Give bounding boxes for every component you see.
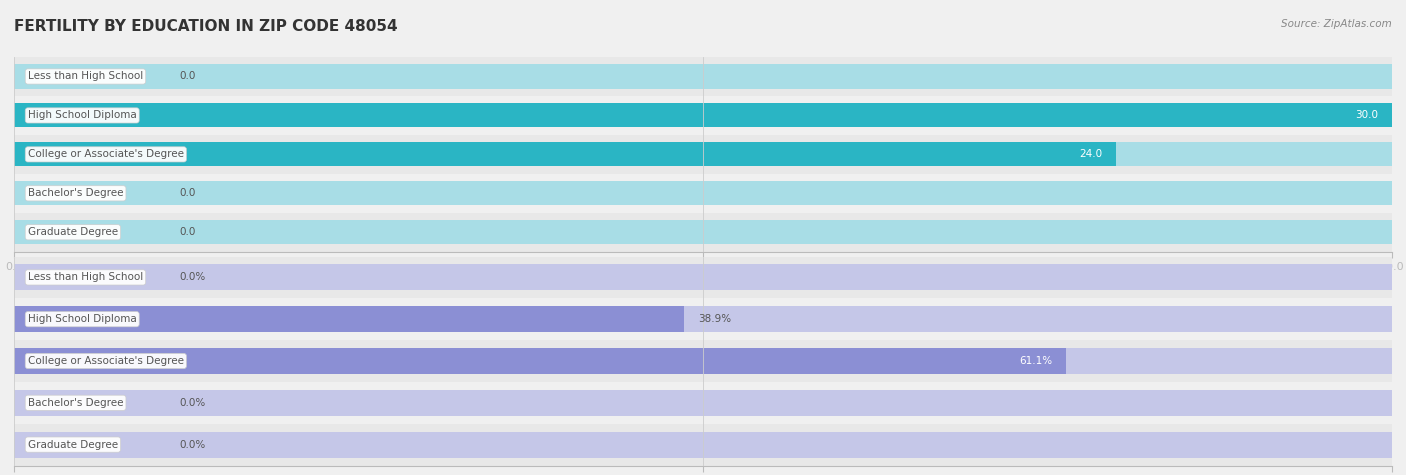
- Text: 38.9%: 38.9%: [697, 314, 731, 324]
- Bar: [14, 348, 1392, 374]
- Text: FERTILITY BY EDUCATION IN ZIP CODE 48054: FERTILITY BY EDUCATION IN ZIP CODE 48054: [14, 19, 398, 34]
- Bar: [14, 142, 1116, 166]
- Text: Graduate Degree: Graduate Degree: [28, 227, 118, 238]
- Text: 0.0%: 0.0%: [180, 272, 205, 283]
- Text: 0.0%: 0.0%: [180, 439, 205, 450]
- Bar: [14, 265, 1392, 290]
- Text: Graduate Degree: Graduate Degree: [28, 439, 118, 450]
- Bar: [14, 306, 685, 332]
- Text: College or Associate's Degree: College or Associate's Degree: [28, 356, 184, 366]
- Bar: [14, 135, 1392, 174]
- Text: Bachelor's Degree: Bachelor's Degree: [28, 398, 124, 408]
- Bar: [14, 306, 1392, 332]
- Text: 0.0: 0.0: [180, 188, 195, 199]
- Bar: [14, 174, 1392, 213]
- Bar: [14, 424, 1392, 466]
- Bar: [14, 57, 1392, 96]
- Bar: [14, 96, 1392, 135]
- Text: 0.0: 0.0: [180, 71, 195, 82]
- Text: 61.1%: 61.1%: [1019, 356, 1053, 366]
- Bar: [14, 104, 1392, 127]
- Text: College or Associate's Degree: College or Associate's Degree: [28, 149, 184, 160]
- Text: 0.0%: 0.0%: [180, 398, 205, 408]
- Bar: [14, 432, 1392, 457]
- Text: 0.0: 0.0: [180, 227, 195, 238]
- Bar: [14, 382, 1392, 424]
- Text: Bachelor's Degree: Bachelor's Degree: [28, 188, 124, 199]
- Bar: [14, 142, 1392, 166]
- Text: Less than High School: Less than High School: [28, 71, 143, 82]
- Text: High School Diploma: High School Diploma: [28, 314, 136, 324]
- Text: 24.0: 24.0: [1080, 149, 1102, 160]
- Bar: [14, 181, 1392, 205]
- Bar: [14, 104, 1392, 127]
- Bar: [14, 390, 1392, 416]
- Text: High School Diploma: High School Diploma: [28, 110, 136, 121]
- Bar: [14, 65, 1392, 88]
- Bar: [14, 298, 1392, 340]
- Text: 30.0: 30.0: [1355, 110, 1378, 121]
- Text: Less than High School: Less than High School: [28, 272, 143, 283]
- Bar: [14, 256, 1392, 298]
- Bar: [14, 220, 1392, 244]
- Bar: [14, 213, 1392, 252]
- Text: Source: ZipAtlas.com: Source: ZipAtlas.com: [1281, 19, 1392, 29]
- Bar: [14, 348, 1066, 374]
- Bar: [14, 340, 1392, 382]
